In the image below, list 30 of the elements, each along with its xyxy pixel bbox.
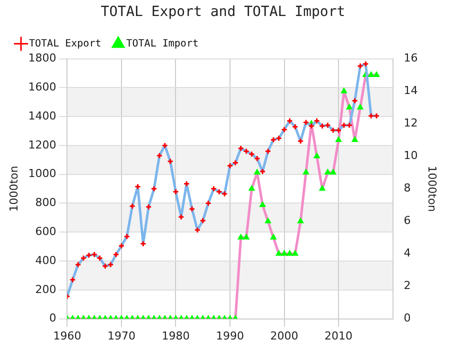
x-tick-label: 2010	[324, 329, 353, 342]
y2-tick-label: 6	[404, 214, 411, 228]
y-tick-label: 200	[35, 282, 56, 296]
y-tick-label: 400	[35, 254, 56, 267]
x-tick-label: 1970	[107, 329, 136, 342]
y2-tick-label: 16	[404, 52, 418, 65]
y-tick-label: 1200	[28, 138, 56, 152]
y-tick-label: 1000	[28, 167, 56, 180]
y2-axis-title: 1000ton	[426, 166, 439, 212]
y-tick-label: 1800	[28, 52, 56, 65]
y-tick-label: 800	[35, 196, 56, 210]
y2-tick-label: 0	[404, 312, 411, 325]
y2-tick-label: 8	[404, 182, 411, 195]
x-tick-label: 1990	[216, 329, 244, 342]
x-tick-label: 1960	[53, 329, 82, 342]
x-tick-label: 1980	[162, 329, 190, 342]
y2-tick-label: 14	[404, 84, 418, 98]
y-axis-title: 1000ton	[7, 166, 20, 212]
y2-tick-label: 4	[404, 246, 411, 260]
chart-title: TOTAL Export and TOTAL Import	[100, 4, 346, 20]
x-tick-label: 2000	[270, 329, 298, 342]
y-tick-label: 1600	[28, 80, 56, 94]
y-tick-label: 600	[35, 224, 56, 238]
legend-label: TOTAL Export	[29, 38, 102, 50]
y-tick-label: 0	[49, 312, 56, 325]
legend-label: TOTAL Import	[126, 38, 198, 50]
y2-tick-label: 12	[404, 116, 418, 130]
y-tick-label: 1400	[28, 109, 56, 122]
y2-tick-label: 2	[404, 279, 411, 292]
y2-tick-label: 10	[404, 149, 418, 162]
